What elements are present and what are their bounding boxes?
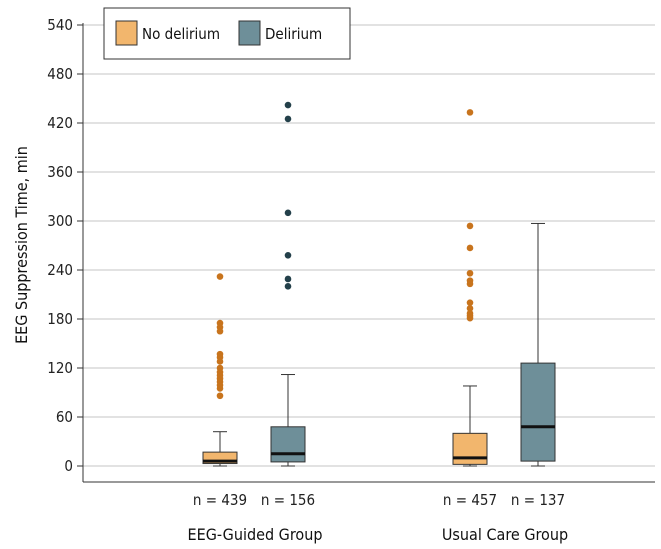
outlier-point	[284, 115, 292, 123]
box-no-delirium	[202, 273, 238, 467]
legend-label: Delirium	[265, 25, 322, 43]
grid-lines	[83, 24, 655, 467]
outlier-point	[216, 327, 224, 335]
legend-swatch	[115, 20, 138, 46]
category-labels: n = 439 n = 156 EEG-Guided Group n = 457 n =…	[188, 491, 569, 544]
iqr-box	[452, 432, 488, 465]
y-tick-label: 60	[56, 408, 73, 426]
outlier-point	[466, 314, 474, 322]
outlier-point	[466, 109, 474, 116]
box-no-delirium	[452, 109, 488, 467]
boxes	[202, 101, 556, 467]
outlier-point	[466, 299, 474, 306]
group-label: Usual Care Group	[442, 525, 568, 544]
legend-box	[103, 7, 351, 60]
n-label: n = 137	[511, 491, 565, 509]
y-tick-label: 360	[47, 163, 73, 181]
n-label: n = 156	[261, 491, 315, 509]
outlier-point	[284, 101, 292, 109]
outlier-point	[284, 209, 292, 217]
outlier-point	[216, 392, 224, 400]
y-axis-title: EEG Suppression Time, min	[12, 146, 31, 344]
outlier-point	[284, 275, 292, 283]
y-tick-label: 540	[47, 16, 73, 34]
y-tick-label: 120	[47, 359, 73, 377]
y-tick-label: 480	[47, 65, 73, 83]
legend-swatch	[238, 20, 261, 46]
iqr-box	[270, 426, 306, 463]
outlier-point	[284, 252, 292, 259]
outlier-point	[216, 273, 224, 280]
outlier-point	[466, 280, 474, 288]
group-label: EEG-Guided Group	[188, 525, 323, 544]
y-tick-label: 420	[47, 114, 73, 132]
outlier-point	[216, 385, 224, 392]
outlier-point	[466, 269, 474, 277]
y-tick-label: 0	[64, 457, 73, 475]
outlier-point	[466, 222, 474, 230]
n-label: n = 457	[443, 491, 497, 509]
y-tick-label: 300	[47, 212, 73, 230]
box-delirium	[520, 222, 556, 467]
legend-label: No delirium	[142, 25, 220, 43]
outlier-point	[466, 244, 474, 252]
y-tick-label: 240	[47, 261, 73, 279]
n-label: n = 439	[193, 491, 247, 509]
axes: 0 60 120 180 240 300 360 420 480 540	[47, 16, 655, 483]
outlier-point	[216, 358, 224, 365]
iqr-box	[520, 362, 556, 462]
outlier-point	[466, 305, 474, 312]
iqr-box	[202, 451, 238, 465]
legend: No delirium Delirium	[103, 7, 351, 60]
box-delirium	[270, 101, 306, 467]
y-tick-label: 180	[47, 310, 73, 328]
outlier-point	[284, 283, 292, 290]
